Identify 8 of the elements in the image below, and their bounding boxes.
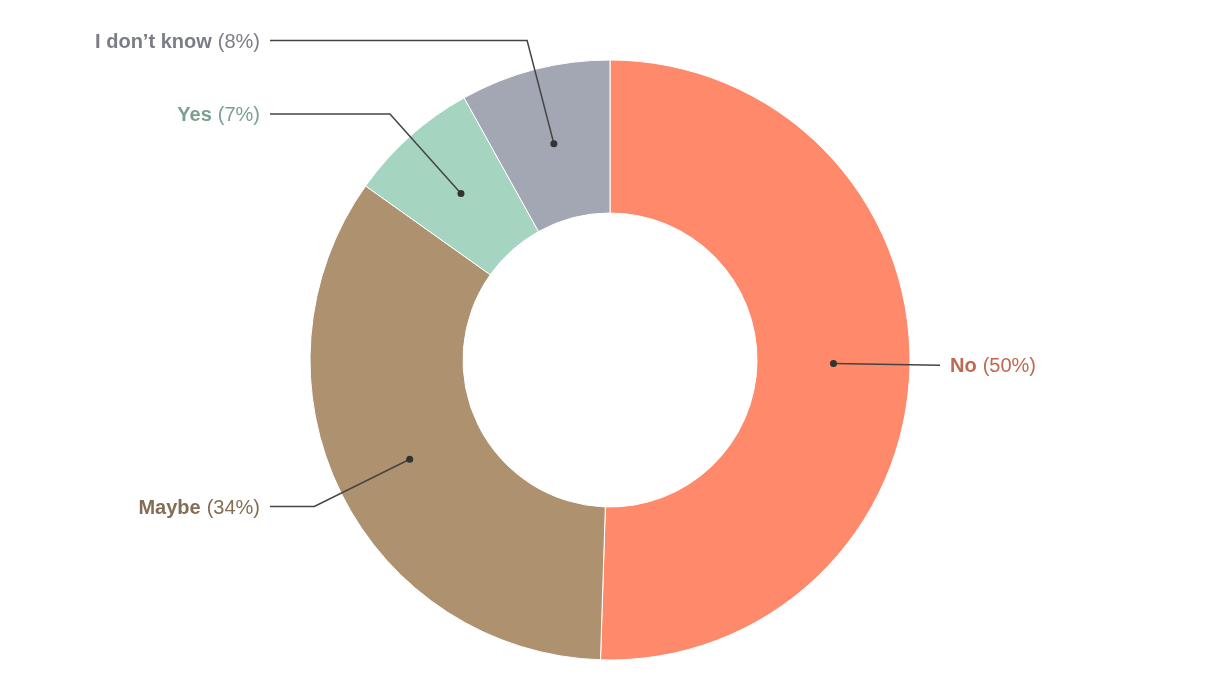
slice-label: I don’t know [95,29,213,52]
slice-label: Yes [177,103,212,126]
data-label: (34%) [206,495,260,518]
slice-label: No [950,354,977,377]
data-label: (7%) [217,103,260,126]
data-label: (50%) [982,354,1037,377]
slice-label: Maybe [138,495,201,518]
data-label: (8%) [217,29,260,52]
